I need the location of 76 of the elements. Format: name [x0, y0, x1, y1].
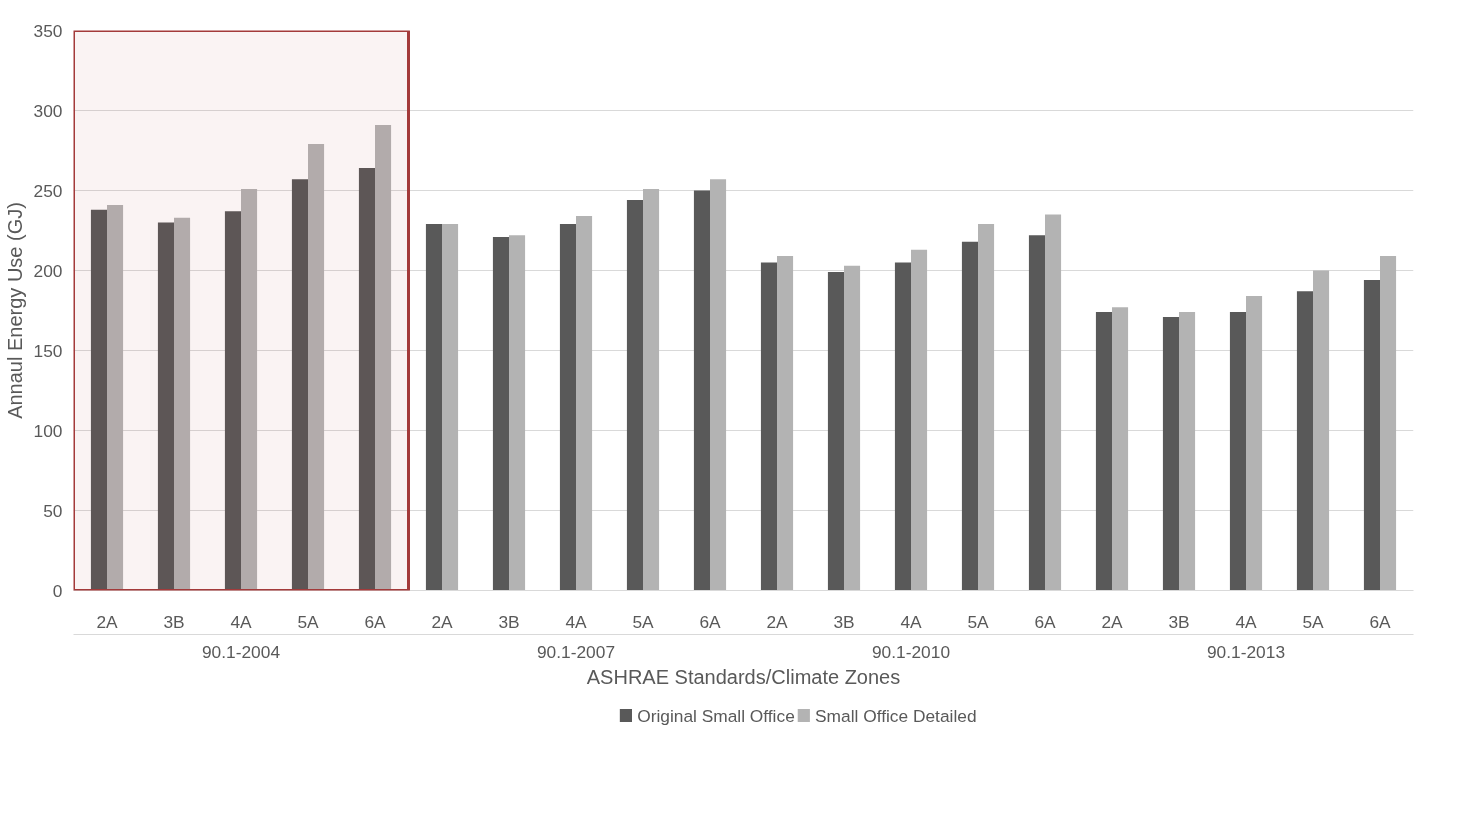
text: 90.1-2004 [201, 641, 281, 662]
x-axis-title: ASHRAE Standards/Climate Zones [586, 665, 901, 688]
bar [291, 179, 308, 591]
bar [1179, 312, 1196, 591]
x-tick-label: 5A [967, 611, 990, 632]
x-tick-label: 5A [632, 611, 655, 632]
y-tick-label: 50 [43, 500, 63, 521]
bar [643, 188, 660, 591]
x-tick-label: 2A [1101, 611, 1124, 632]
x-tick-label: 6A [699, 611, 722, 632]
bar [241, 188, 258, 591]
bar [1095, 312, 1112, 591]
bar [1045, 214, 1062, 591]
bar [844, 265, 861, 591]
y-tick-label: 350 [33, 20, 63, 41]
x-tick-label: 2A [431, 611, 454, 632]
bar [978, 224, 995, 591]
bar [827, 272, 844, 591]
x-tick-label: 4A [230, 611, 253, 632]
bar [358, 168, 375, 591]
x-tick-label: 5A [1302, 611, 1325, 632]
bar [1313, 270, 1330, 591]
bar [576, 216, 593, 591]
bar [894, 262, 911, 591]
bar [1112, 307, 1129, 591]
bar [626, 200, 643, 591]
x-tick-label: 3B [1168, 611, 1190, 632]
x-tick-label: 3B [163, 611, 185, 632]
bar [224, 211, 241, 591]
y-tick-label: 0 [52, 580, 63, 601]
y-tick-label: 150 [33, 340, 63, 361]
bar [760, 262, 777, 591]
y-tick-label: 300 [33, 100, 63, 121]
bar [1363, 280, 1380, 591]
bar [1380, 256, 1397, 591]
x-tick-label: 4A [565, 611, 588, 632]
bar [961, 241, 978, 591]
bar [693, 190, 710, 591]
y-tick-label: 200 [33, 260, 63, 281]
y-tick-label: 100 [33, 420, 63, 441]
bar [777, 256, 794, 591]
bar [157, 222, 174, 591]
bar [1162, 316, 1179, 591]
text: 90.1-2007 [536, 641, 616, 662]
bar [1296, 291, 1313, 591]
bar [1028, 235, 1045, 591]
bar [90, 209, 107, 591]
x-tick-label: 2A [96, 611, 119, 632]
x-tick-label: 3B [498, 611, 520, 632]
x-tick-label: 2A [766, 611, 789, 632]
bar [559, 224, 576, 591]
x-tick-label: 4A [900, 611, 923, 632]
bar [710, 179, 727, 591]
text: 90.1-2010 [871, 641, 951, 662]
bar [911, 249, 928, 591]
x-tick-label: 6A [364, 611, 387, 632]
x-tick-label: 3B [833, 611, 855, 632]
bar [107, 204, 124, 591]
bar [425, 224, 442, 591]
bar [375, 124, 392, 591]
bar [442, 224, 459, 591]
text: 90.1-2013 [1206, 641, 1286, 662]
bar [308, 144, 325, 591]
y-tick-label: 250 [33, 180, 63, 201]
legend-label: Original Small Office [637, 705, 795, 726]
bar [492, 236, 509, 591]
x-tick-label: 6A [1034, 611, 1057, 632]
bar [1246, 296, 1263, 591]
x-tick-label: 6A [1369, 611, 1392, 632]
y-axis-title: Annaul Energy Use (GJ) [3, 202, 26, 419]
bar [1229, 312, 1246, 591]
bar [174, 217, 191, 591]
x-tick-label: 4A [1235, 611, 1258, 632]
bar [509, 235, 526, 591]
legend-label: Small Office Detailed [815, 705, 977, 726]
x-tick-label: 5A [297, 611, 320, 632]
